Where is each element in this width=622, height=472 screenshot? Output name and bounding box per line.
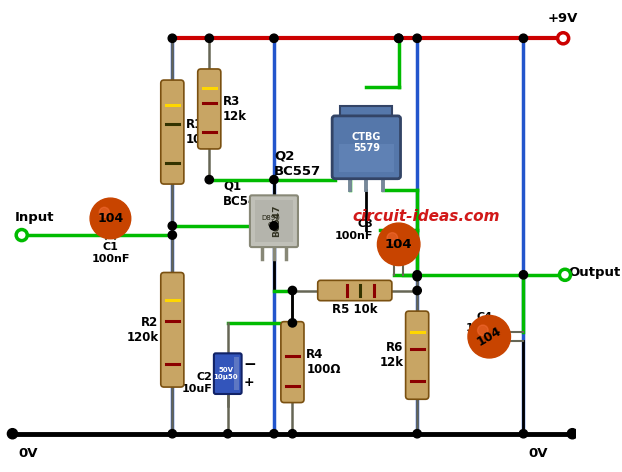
Bar (340, 106, 392, 118)
Circle shape (270, 34, 278, 42)
Circle shape (468, 315, 511, 358)
Circle shape (413, 34, 421, 42)
Text: R2
120k: R2 120k (126, 316, 159, 344)
Circle shape (205, 176, 213, 184)
FancyBboxPatch shape (198, 69, 221, 149)
Text: R1
100k: R1 100k (186, 118, 218, 146)
Bar (254, 200, 294, 243)
Text: Output: Output (569, 267, 621, 279)
Circle shape (413, 272, 421, 281)
Circle shape (270, 222, 278, 230)
Circle shape (559, 269, 570, 280)
Circle shape (394, 34, 403, 42)
Text: 0V: 0V (528, 447, 547, 460)
Circle shape (288, 287, 297, 295)
Circle shape (288, 430, 297, 438)
Circle shape (519, 270, 527, 279)
Text: BC547: BC547 (272, 205, 281, 237)
Circle shape (387, 233, 397, 243)
Text: 104: 104 (475, 325, 504, 349)
FancyBboxPatch shape (332, 116, 401, 179)
Text: C4
100nF: C4 100nF (465, 312, 504, 333)
Circle shape (519, 430, 527, 438)
FancyBboxPatch shape (160, 80, 184, 184)
Text: 0V: 0V (18, 447, 37, 460)
Text: R4
100Ω: R4 100Ω (306, 348, 341, 376)
Circle shape (413, 270, 421, 279)
Circle shape (16, 229, 27, 241)
Text: CTBG
5579: CTBG 5579 (351, 132, 381, 153)
Text: Q2
BC557: Q2 BC557 (274, 150, 321, 178)
FancyBboxPatch shape (406, 311, 429, 399)
Bar (338, 143, 394, 172)
Circle shape (168, 231, 177, 239)
Text: 50V
10µ50: 50V 10µ50 (213, 367, 238, 380)
Circle shape (168, 222, 177, 230)
Circle shape (90, 198, 131, 239)
Circle shape (413, 430, 421, 438)
Text: Q1
BC547: Q1 BC547 (223, 180, 266, 208)
FancyBboxPatch shape (160, 272, 184, 387)
Circle shape (100, 207, 109, 218)
Text: +: + (243, 376, 254, 389)
Text: C2
10uF: C2 10uF (181, 372, 212, 394)
Text: R5 10k: R5 10k (332, 303, 378, 315)
Bar (234, 357, 239, 390)
Circle shape (413, 287, 421, 295)
Text: circuit-ideas.com: circuit-ideas.com (353, 209, 500, 224)
Text: R3
12k: R3 12k (223, 95, 247, 123)
Text: −: − (243, 357, 256, 372)
Text: R6
12k: R6 12k (379, 341, 403, 369)
FancyBboxPatch shape (318, 280, 392, 301)
Circle shape (557, 33, 569, 44)
Circle shape (519, 34, 527, 42)
Circle shape (270, 176, 278, 184)
Circle shape (394, 34, 403, 42)
Circle shape (205, 34, 213, 42)
Text: Input: Input (14, 211, 54, 224)
Text: C1
100nF: C1 100nF (91, 243, 129, 264)
Circle shape (270, 430, 278, 438)
Text: +9V: +9V (548, 12, 578, 25)
Circle shape (378, 223, 420, 266)
Circle shape (168, 430, 177, 438)
Circle shape (478, 325, 488, 336)
FancyBboxPatch shape (250, 195, 298, 247)
Circle shape (168, 34, 177, 42)
Text: 104: 104 (385, 238, 412, 251)
Circle shape (288, 319, 297, 327)
Circle shape (567, 429, 577, 439)
Circle shape (7, 429, 17, 439)
FancyBboxPatch shape (281, 321, 304, 403)
Text: C3
100nF: C3 100nF (335, 219, 373, 241)
FancyBboxPatch shape (214, 354, 241, 394)
Circle shape (223, 430, 232, 438)
Text: D890
C: D890 C (261, 215, 280, 228)
Text: 104: 104 (97, 212, 124, 225)
